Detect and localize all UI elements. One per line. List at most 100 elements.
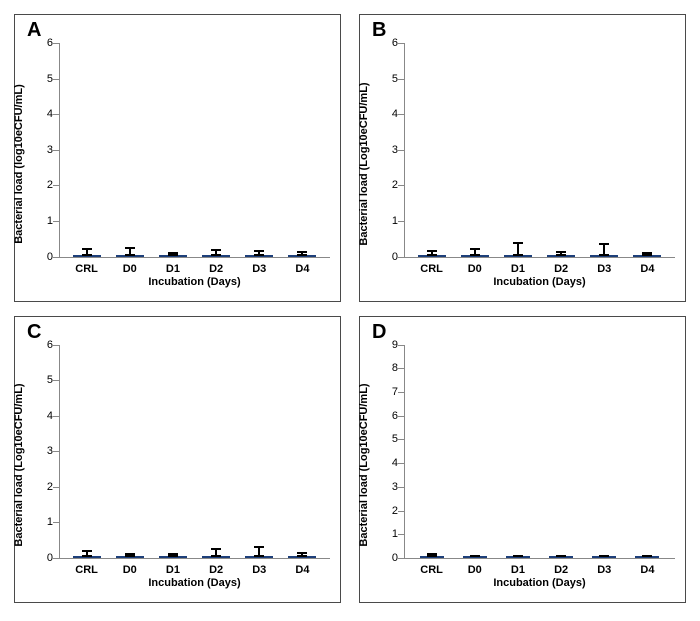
bar (504, 255, 532, 257)
y-tick-label: 0 (47, 552, 59, 564)
x-tick-label: D0 (453, 263, 496, 275)
error-bar (474, 248, 476, 256)
y-tick-label: 5 (392, 433, 404, 445)
x-tick-label: D1 (496, 564, 539, 576)
y-tick-label: 2 (392, 505, 404, 517)
x-tick-row: CRLD0D1D2D3D4 (59, 564, 330, 576)
bars-container (59, 345, 330, 559)
panel-letter: B (372, 19, 386, 42)
bar (245, 255, 273, 257)
x-tick-row: CRLD0D1D2D3D4 (404, 564, 675, 576)
x-tick-label: D4 (281, 564, 324, 576)
error-bar (603, 243, 605, 255)
panel-A: A Bacterial load (log10eCFU/mL) 0123456C… (14, 14, 341, 302)
y-tick-label: 3 (392, 481, 404, 493)
error-bar (129, 553, 131, 557)
y-tick-label: 1 (392, 215, 404, 227)
y-tick-label: 6 (47, 339, 59, 351)
bar (590, 255, 618, 257)
y-tick-label: 1 (392, 528, 404, 540)
bar-group (496, 255, 539, 257)
y-tick-label: 9 (392, 339, 404, 351)
y-axis-label: Bacterial load (Log10eCFU/mL) (358, 82, 370, 245)
y-tick-label: 1 (47, 215, 59, 227)
y-tick-label: 4 (47, 108, 59, 120)
error-bar (172, 553, 174, 557)
error-bar (517, 242, 519, 256)
x-tick-label: D3 (238, 564, 281, 576)
y-tick-label: 2 (392, 179, 404, 191)
x-tick-label: D0 (108, 564, 151, 576)
x-tick-label: D2 (540, 564, 583, 576)
y-tick-label: 3 (47, 144, 59, 156)
bar (506, 556, 530, 558)
bar (73, 255, 101, 257)
error-bar (431, 553, 433, 557)
bar-group (108, 556, 151, 558)
y-tick-label: 6 (47, 37, 59, 49)
x-tick-label: CRL (410, 263, 453, 275)
y-tick-label: 1 (47, 516, 59, 528)
bar (202, 556, 230, 558)
y-tick-label: 3 (47, 445, 59, 457)
bar-group (238, 556, 281, 558)
bar (288, 556, 316, 558)
y-tick-label: 0 (47, 251, 59, 263)
plot-area: 0123456789CRLD0D1D2D3D4 (404, 345, 675, 560)
bar-group (496, 556, 539, 558)
bar-group (410, 255, 453, 257)
y-tick-label: 4 (392, 457, 404, 469)
bar-group (108, 255, 151, 257)
y-tick-label: 2 (47, 481, 59, 493)
bar-group (583, 255, 626, 257)
x-tick-row: CRLD0D1D2D3D4 (59, 263, 330, 275)
bar (159, 255, 187, 257)
x-axis-label: Incubation (Days) (404, 276, 675, 288)
error-bar (86, 550, 88, 557)
bar-group (195, 556, 238, 558)
bar-group (65, 556, 108, 558)
x-axis-label: Incubation (Days) (404, 577, 675, 589)
error-bar (474, 555, 476, 557)
x-tick-label: CRL (65, 263, 108, 275)
bar-group (626, 255, 669, 257)
x-tick-label: D3 (583, 263, 626, 275)
bar-group (453, 255, 496, 257)
y-axis-label: Bacterial load (Log10eCFU/mL) (358, 384, 370, 547)
error-bar (560, 251, 562, 255)
bar-group (238, 255, 281, 257)
bar (116, 255, 144, 257)
bar (73, 556, 101, 558)
bars-container (404, 43, 675, 257)
bar-group (540, 556, 583, 558)
figure-grid: A Bacterial load (log10eCFU/mL) 0123456C… (0, 0, 700, 621)
y-tick-label: 0 (392, 251, 404, 263)
error-bar (603, 555, 605, 557)
error-bar (301, 552, 303, 557)
x-tick-label: D2 (195, 263, 238, 275)
x-tick-label: D3 (238, 263, 281, 275)
y-axis-label: Bacterial load (Log10eCFU/mL) (13, 384, 25, 547)
x-tick-label: D3 (583, 564, 626, 576)
error-bar (431, 250, 433, 255)
error-bar (215, 548, 217, 557)
x-tick-row: CRLD0D1D2D3D4 (404, 263, 675, 275)
x-axis-label: Incubation (Days) (59, 276, 330, 288)
y-tick-label: 7 (392, 386, 404, 398)
error-bar (646, 555, 648, 557)
x-tick-label: D0 (453, 564, 496, 576)
y-tick-label: 2 (47, 179, 59, 191)
x-axis-label: Incubation (Days) (59, 577, 330, 589)
error-bar (301, 251, 303, 255)
bar (461, 255, 489, 257)
bar (549, 556, 573, 558)
y-tick-label: 3 (392, 144, 404, 156)
x-tick-label: D1 (151, 564, 194, 576)
bar (463, 556, 487, 558)
x-tick-label: D4 (626, 263, 669, 275)
panel-letter: C (27, 321, 41, 344)
x-tick-label: D0 (108, 263, 151, 275)
panel-letter: A (27, 19, 41, 42)
y-tick-label: 6 (392, 410, 404, 422)
bar (633, 255, 661, 257)
